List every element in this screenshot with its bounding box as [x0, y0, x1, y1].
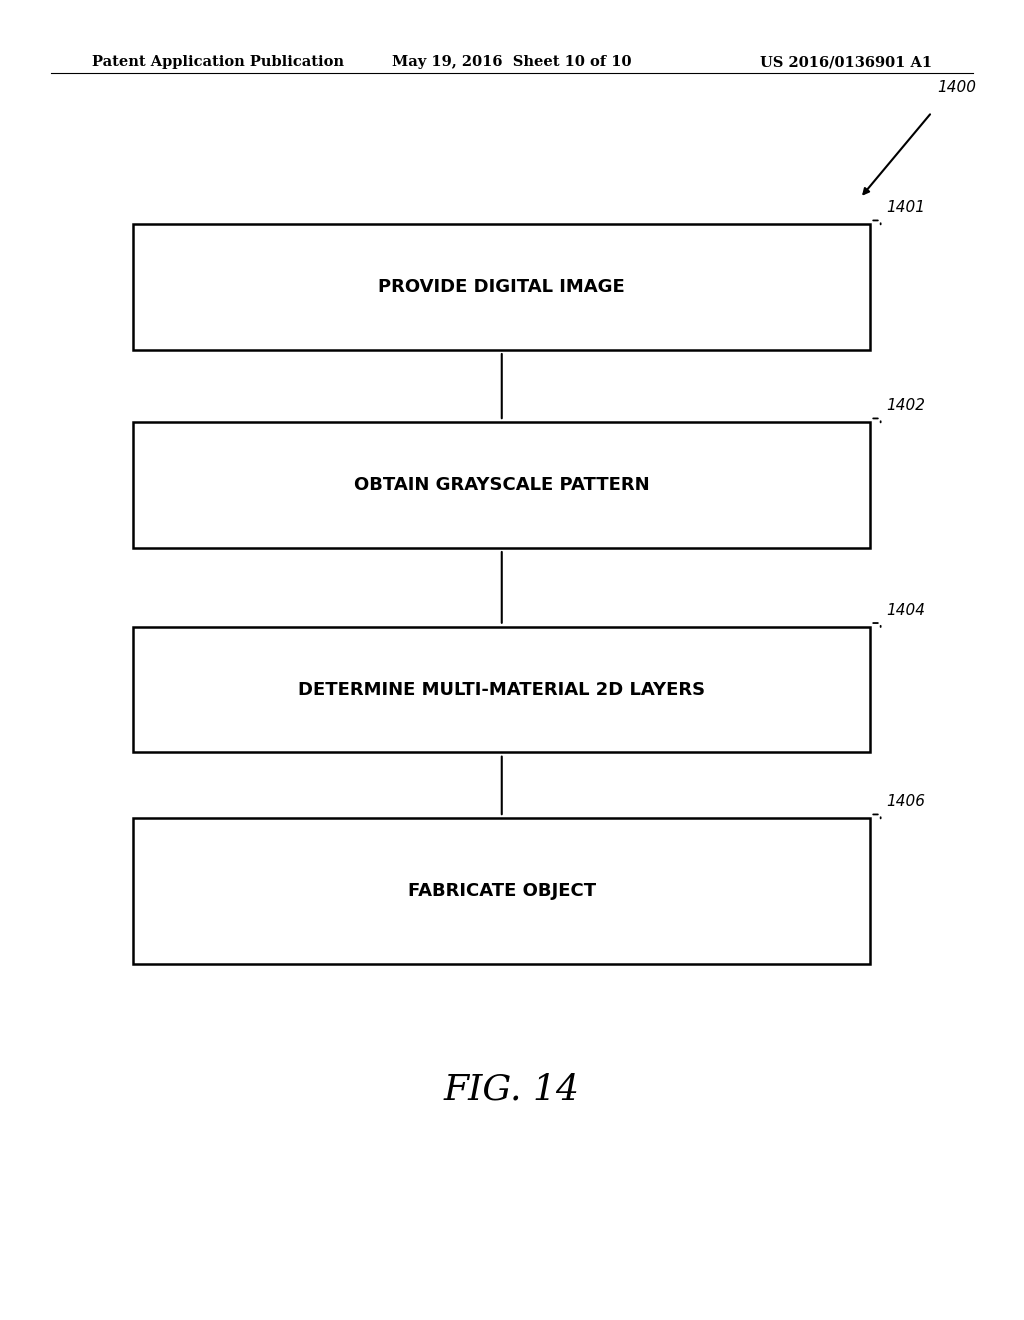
- Text: US 2016/0136901 A1: US 2016/0136901 A1: [760, 55, 932, 70]
- Text: 1406: 1406: [886, 795, 925, 809]
- Text: FABRICATE OBJECT: FABRICATE OBJECT: [408, 882, 596, 900]
- Text: 1400: 1400: [937, 81, 976, 95]
- FancyBboxPatch shape: [133, 627, 870, 752]
- Text: OBTAIN GRAYSCALE PATTERN: OBTAIN GRAYSCALE PATTERN: [354, 477, 649, 494]
- FancyBboxPatch shape: [133, 818, 870, 964]
- Text: DETERMINE MULTI-MATERIAL 2D LAYERS: DETERMINE MULTI-MATERIAL 2D LAYERS: [298, 681, 706, 698]
- Text: May 19, 2016  Sheet 10 of 10: May 19, 2016 Sheet 10 of 10: [392, 55, 632, 70]
- Text: 1404: 1404: [886, 603, 925, 618]
- Text: FIG. 14: FIG. 14: [444, 1072, 580, 1106]
- Text: 1401: 1401: [886, 201, 925, 215]
- Text: 1402: 1402: [886, 399, 925, 413]
- FancyBboxPatch shape: [133, 422, 870, 548]
- Text: Patent Application Publication: Patent Application Publication: [92, 55, 344, 70]
- FancyBboxPatch shape: [133, 224, 870, 350]
- Text: PROVIDE DIGITAL IMAGE: PROVIDE DIGITAL IMAGE: [379, 279, 625, 296]
